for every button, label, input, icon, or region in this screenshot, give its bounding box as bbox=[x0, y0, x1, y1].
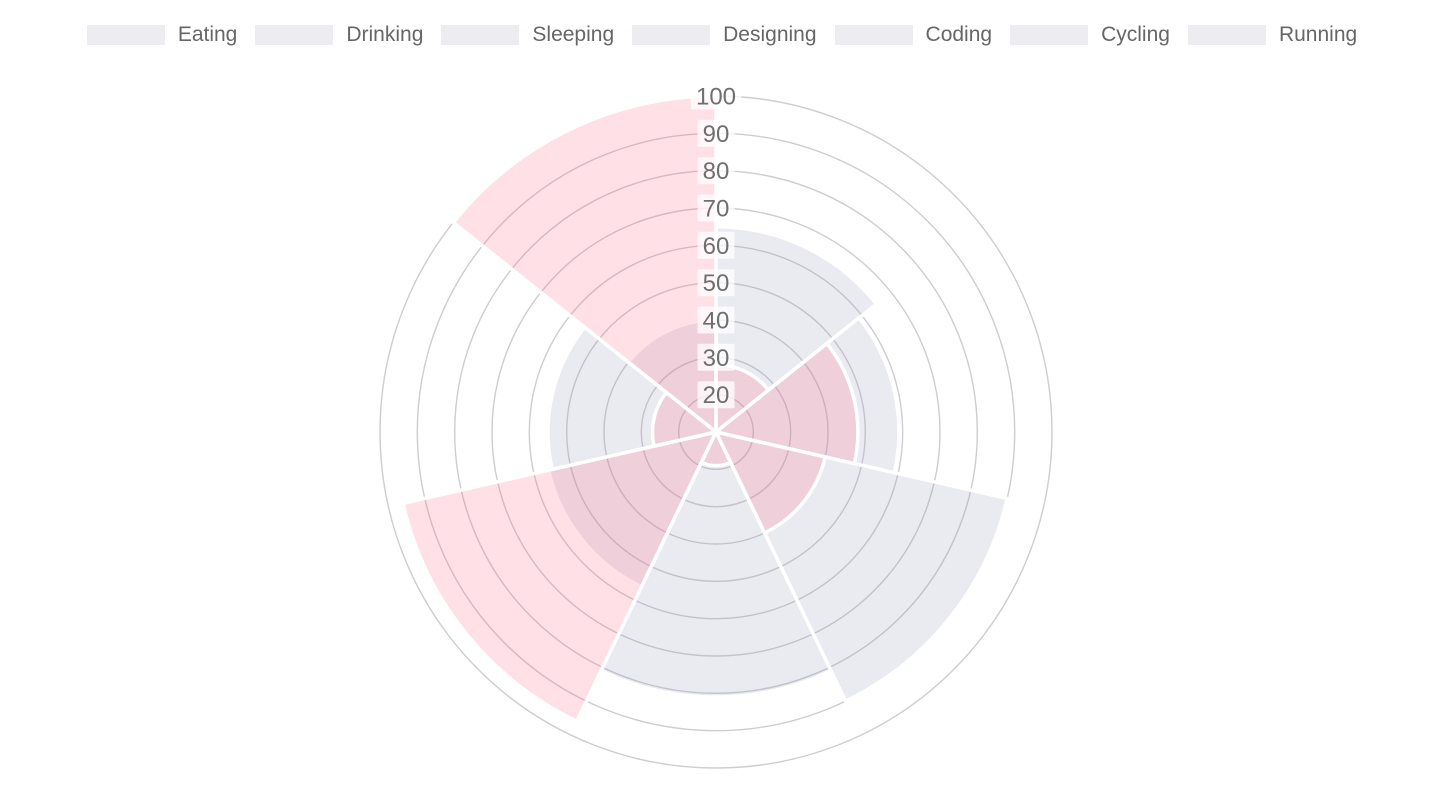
legend-item-designing[interactable]: Designing bbox=[632, 20, 817, 50]
tick-label: 20 bbox=[703, 382, 730, 409]
tick-label: 40 bbox=[703, 308, 730, 335]
tick-backdrop bbox=[697, 269, 735, 297]
arc-pink-coding[interactable] bbox=[401, 430, 718, 724]
tick-label: 100 bbox=[696, 84, 736, 111]
tick-60: 60 bbox=[697, 231, 735, 260]
tick-100: 100 bbox=[690, 82, 742, 111]
legend-item-cycling[interactable]: Cycling bbox=[1010, 20, 1170, 50]
tick-backdrop bbox=[697, 157, 735, 185]
tick-label: 50 bbox=[703, 270, 730, 297]
arc-lavender-designing[interactable] bbox=[599, 430, 833, 699]
tick-90: 90 bbox=[697, 119, 735, 148]
legend-item-label: Drinking bbox=[346, 23, 424, 46]
tick-backdrop bbox=[690, 82, 742, 110]
arc-pink-drinking[interactable] bbox=[714, 341, 860, 466]
legend-swatch-icon bbox=[1010, 25, 1089, 45]
legend-item-eating[interactable]: Eating bbox=[86, 20, 238, 50]
tick-50: 50 bbox=[697, 269, 735, 297]
tick-label: 60 bbox=[703, 233, 730, 260]
legend-item-label: Designing bbox=[723, 23, 817, 46]
legend-swatch-icon bbox=[255, 25, 334, 45]
tick-label: 30 bbox=[703, 345, 730, 372]
legend-item-drinking[interactable]: Drinking bbox=[255, 20, 423, 50]
legend-item-label: Cycling bbox=[1101, 23, 1170, 46]
legend-item-coding[interactable]: Coding bbox=[834, 20, 993, 50]
legend-swatch-icon bbox=[834, 25, 913, 45]
arc-lavender-drinking[interactable] bbox=[714, 316, 901, 475]
tick-30: 30 bbox=[697, 343, 735, 372]
tick-70: 70 bbox=[697, 194, 735, 223]
tick-backdrop bbox=[697, 343, 735, 371]
tick-backdrop bbox=[697, 381, 735, 409]
legend-item-label: Running bbox=[1278, 23, 1358, 46]
legend-item-running[interactable]: Running bbox=[1187, 20, 1358, 50]
tick-backdrop bbox=[697, 306, 735, 334]
tick-label: 90 bbox=[703, 121, 730, 148]
tick-40: 40 bbox=[697, 306, 735, 335]
legend-item-label: Eating bbox=[177, 23, 238, 46]
legend-item-label: Sleeping bbox=[532, 23, 615, 46]
arc-lavender-eating[interactable] bbox=[714, 224, 879, 434]
arc-lavender-cycling[interactable] bbox=[546, 325, 718, 472]
tick-label: 70 bbox=[703, 196, 730, 223]
tick-80: 80 bbox=[697, 157, 735, 185]
tick-backdrop bbox=[697, 194, 735, 222]
arc-lavender-coding[interactable] bbox=[546, 430, 718, 589]
legend-swatch-icon bbox=[86, 25, 165, 45]
legend-swatch-icon bbox=[441, 25, 520, 45]
legend: Eating Drinking Sleeping Designing Coding Cyc… bbox=[0, 20, 1444, 50]
arc-pink-running[interactable] bbox=[451, 94, 718, 434]
arc-lavender-sleeping[interactable] bbox=[714, 430, 1009, 703]
legend-swatch-icon bbox=[632, 25, 711, 45]
tick-backdrop bbox=[697, 231, 735, 259]
tick-backdrop bbox=[697, 119, 735, 147]
tick-label: 80 bbox=[703, 158, 730, 185]
arc-pink-sleeping[interactable] bbox=[714, 430, 827, 535]
tick-20: 20 bbox=[697, 381, 735, 409]
legend-swatch-icon bbox=[1187, 25, 1266, 45]
legend-item-sleeping[interactable]: Sleeping bbox=[441, 20, 614, 50]
legend-item-label: Coding bbox=[925, 23, 993, 46]
